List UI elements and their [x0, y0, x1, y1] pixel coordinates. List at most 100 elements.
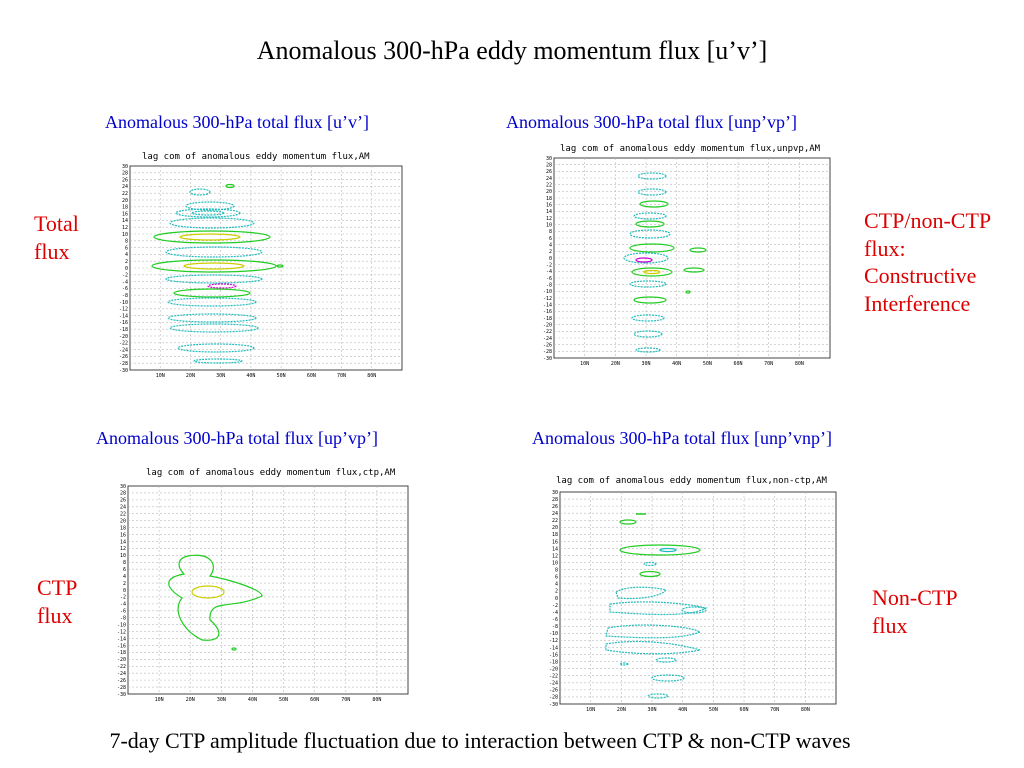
- y-tick-label: 20: [120, 518, 126, 524]
- y-tick-label: -10: [119, 300, 128, 306]
- y-tick-label: -2: [552, 603, 558, 609]
- slide-title: Anomalous 300-hPa eddy momentum flux [u’…: [256, 36, 768, 65]
- plot-caption: lag com of anomalous eddy momentum flux,…: [560, 144, 821, 154]
- y-tick-label: 20: [552, 525, 558, 531]
- y-tick-label: -20: [549, 666, 558, 672]
- y-tick-label: -4: [546, 269, 552, 275]
- x-tick-label: 80N: [801, 707, 810, 713]
- x-tick-label: 50N: [277, 373, 286, 379]
- y-tick-label: 10: [122, 232, 128, 238]
- x-tick-label: 20N: [611, 361, 620, 367]
- y-tick-label: -8: [122, 293, 128, 299]
- panel-title-total: Anomalous 300-hPa total flux [u’v’]: [105, 112, 369, 132]
- contour-plot: 302826242220181614121086420-2-4-6-8-10-1…: [117, 484, 409, 703]
- y-tick-label: 18: [552, 532, 558, 538]
- y-tick-label: 18: [546, 196, 552, 202]
- y-tick-label: 14: [552, 546, 558, 552]
- y-tick-label: 16: [122, 211, 128, 217]
- y-tick-label: -24: [119, 347, 128, 353]
- y-tick-label: -14: [117, 636, 126, 642]
- x-tick-label: 30N: [641, 361, 650, 367]
- y-tick-label: 2: [123, 581, 126, 587]
- y-tick-label: 0: [555, 596, 558, 602]
- label-ctp-flux: CTP flux: [37, 575, 77, 628]
- x-tick-label: 30N: [216, 373, 225, 379]
- y-tick-label: -6: [120, 609, 126, 615]
- x-tick-label: 70N: [341, 697, 350, 703]
- y-tick-label: -24: [549, 681, 558, 687]
- y-tick-label: 12: [120, 546, 126, 552]
- y-tick-label: -14: [543, 302, 552, 308]
- y-tick-label: 30: [546, 156, 552, 162]
- panel-title-nonctp: Anomalous 300-hPa total flux [unp’vnp’]: [532, 428, 832, 448]
- y-tick-label: 28: [120, 491, 126, 497]
- y-tick-label: -18: [549, 659, 558, 665]
- y-tick-label: -22: [117, 664, 126, 670]
- y-tick-label: 28: [552, 497, 558, 503]
- x-tick-label: 20N: [617, 707, 626, 713]
- y-tick-label: -18: [117, 650, 126, 656]
- x-tick-label: 10N: [155, 697, 164, 703]
- y-tick-label: 8: [125, 239, 128, 245]
- x-tick-label: 10N: [156, 373, 165, 379]
- y-tick-label: -6: [546, 276, 552, 282]
- x-tick-label: 40N: [672, 361, 681, 367]
- y-tick-label: -26: [549, 688, 558, 694]
- y-tick-label: -10: [543, 289, 552, 295]
- x-tick-label: 70N: [337, 373, 346, 379]
- y-tick-label: 8: [123, 560, 126, 566]
- y-tick-label: 24: [546, 176, 552, 182]
- y-tick-label: 26: [122, 177, 128, 183]
- x-tick-label: 20N: [186, 697, 195, 703]
- y-tick-label: 26: [120, 498, 126, 504]
- panel-title-unpvp: Anomalous 300-hPa total flux [unp’vp’]: [506, 112, 797, 132]
- y-tick-label: 30: [552, 490, 558, 496]
- y-tick-label: -18: [543, 316, 552, 322]
- y-tick-label: -16: [119, 320, 128, 326]
- y-tick-label: -8: [546, 282, 552, 288]
- plot-total-flux: lag com of anomalous eddy momentum flux,…: [110, 152, 410, 380]
- y-tick-label: 16: [546, 202, 552, 208]
- y-tick-label: -28: [117, 685, 126, 691]
- y-tick-label: -26: [543, 342, 552, 348]
- label-total-flux: Total flux: [34, 211, 79, 264]
- x-tick-label: 50N: [279, 697, 288, 703]
- plot-ctp-flux: lag com of anomalous eddy momentum flux,…: [112, 468, 412, 708]
- y-tick-label: 10: [552, 560, 558, 566]
- x-tick-label: 30N: [647, 707, 656, 713]
- y-tick-label: 18: [120, 525, 126, 531]
- y-tick-label: 0: [125, 266, 128, 272]
- y-tick-label: -4: [120, 602, 126, 608]
- y-tick-label: 6: [125, 245, 128, 251]
- y-tick-label: -18: [119, 327, 128, 333]
- y-tick-label: -22: [543, 329, 552, 335]
- y-tick-label: 26: [552, 504, 558, 510]
- y-tick-label: 0: [549, 256, 552, 262]
- y-tick-label: -28: [543, 349, 552, 355]
- x-tick-label: 40N: [246, 373, 255, 379]
- y-tick-label: 22: [546, 182, 552, 188]
- y-tick-label: -8: [552, 624, 558, 630]
- plot-caption: lag com of anomalous eddy momentum flux,…: [556, 476, 827, 486]
- y-tick-label: -10: [117, 622, 126, 628]
- y-tick-label: -26: [117, 678, 126, 684]
- y-tick-label: -6: [552, 617, 558, 623]
- y-tick-label: 22: [120, 512, 126, 518]
- label-nonctp-flux: Non-CTP flux: [872, 585, 957, 638]
- y-tick-label: 12: [552, 553, 558, 559]
- y-tick-label: 26: [546, 169, 552, 175]
- x-tick-label: 20N: [186, 373, 195, 379]
- plot-nonctp-flux: lag com of anomalous eddy momentum flux,…: [540, 476, 840, 716]
- y-tick-label: -26: [119, 354, 128, 360]
- y-tick-label: -14: [549, 645, 558, 651]
- contour-plot: 302826242220181614121086420-2-4-6-8-10-1…: [549, 490, 837, 713]
- y-tick-label: -6: [122, 286, 128, 292]
- y-tick-label: -2: [546, 262, 552, 268]
- y-tick-label: 6: [123, 567, 126, 573]
- x-tick-label: 70N: [764, 361, 773, 367]
- y-tick-label: -4: [122, 279, 128, 285]
- y-tick-label: -20: [543, 322, 552, 328]
- x-tick-label: 70N: [770, 707, 779, 713]
- x-tick-label: 40N: [678, 707, 687, 713]
- y-tick-label: 10: [546, 222, 552, 228]
